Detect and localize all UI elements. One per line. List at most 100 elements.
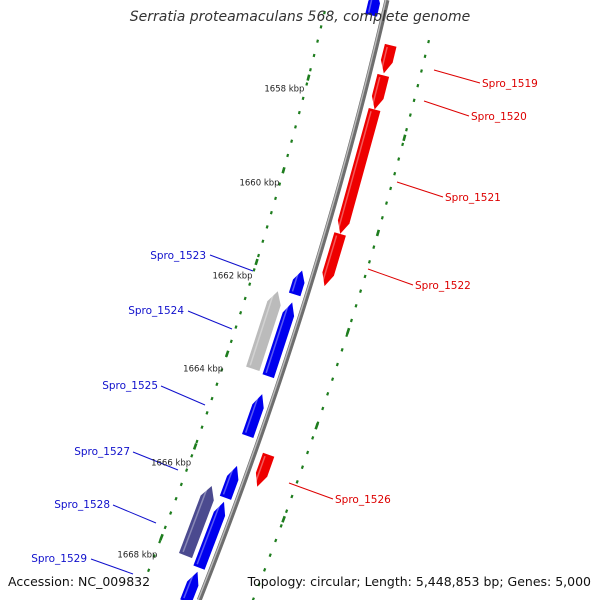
scale-tick <box>306 450 310 455</box>
scale-tick <box>252 268 256 272</box>
scale-tick <box>195 439 199 444</box>
scale-tick <box>385 201 388 205</box>
scale-tick <box>359 289 363 293</box>
scale-tick <box>416 83 420 88</box>
scale-label: 1664 kbp <box>183 365 223 375</box>
label-layer: 1658 kbp 1660 kbp 1662 kbp 1664 kbp 1666 kbp… <box>31 78 538 565</box>
scale-tick <box>354 303 358 308</box>
scale-tick <box>301 96 305 101</box>
leader-line <box>433 69 481 84</box>
leader-line <box>160 385 206 406</box>
gene-arrow-spro-1523-shine <box>291 271 300 292</box>
scale-tick <box>363 274 367 279</box>
gene-arrow-spro-1529-shine <box>183 572 195 599</box>
gene-arrow-spro-1526-shine <box>254 455 266 484</box>
scale-major-tick <box>314 422 319 430</box>
scale-tick <box>248 282 252 286</box>
scale-tick <box>367 259 371 264</box>
scale-tick <box>420 69 423 73</box>
scale-tick <box>297 110 301 115</box>
map-title: Serratia proteamaculans 568, complete ge… <box>129 9 471 25</box>
scale-tick <box>190 453 194 458</box>
gene-arrow-spro-1528-rna-shine <box>182 486 209 553</box>
gene-arrow-spro-1528-rna <box>179 486 214 559</box>
scale-tick <box>316 39 320 43</box>
gene-arrow-spro-1529-body <box>180 571 199 600</box>
gene-label: Spro_1526 <box>335 494 391 506</box>
scale-tick <box>312 53 316 58</box>
scale-tick <box>257 582 261 587</box>
scale-tick <box>243 296 247 301</box>
scale-major-tick <box>345 327 351 335</box>
scale-tick <box>215 382 219 387</box>
gene-label: Spro_1523 <box>150 250 206 262</box>
genome-summary-text: Topology: circular; Length: 5,448,853 bp… <box>247 574 591 589</box>
scale-tick <box>220 368 224 372</box>
scale-major-tick <box>159 533 164 541</box>
accession-text: Accession: NC_009832 <box>8 574 151 589</box>
scale-major-tick <box>254 258 259 266</box>
gene-arrow-spro-1528-rna-body <box>179 486 214 559</box>
backbone-layer <box>196 0 390 600</box>
gene-label: Spro_1527 <box>74 446 130 458</box>
scale-tick <box>147 568 151 573</box>
leader-line <box>112 504 157 524</box>
scale-major-tick <box>306 74 311 81</box>
scale-tick <box>185 468 189 472</box>
scale-tick <box>179 482 183 487</box>
gene-arrow-spro-1519-body <box>380 43 397 74</box>
scale-tick <box>405 127 408 132</box>
scale-tick <box>323 10 326 15</box>
gene-layer <box>179 0 397 600</box>
genome-backbone <box>196 0 390 600</box>
scale-tick <box>200 425 204 430</box>
gene-arrow-spro-1527-shine <box>222 467 235 495</box>
gene-arrow-spro-1522 <box>321 232 346 287</box>
genome-backbone-highlight <box>197 0 387 600</box>
gene-arrow-spro-1524-pseudo-shine <box>249 292 275 366</box>
gene-arrow-spro-1527 <box>219 465 239 500</box>
scale-tick <box>229 339 233 344</box>
scale-tick <box>423 54 427 59</box>
gene-label: Spro_1519 <box>482 78 538 90</box>
scale-tick <box>274 196 278 201</box>
gene-label: Spro_1520 <box>471 111 527 123</box>
gene-arrow-spro-1529 <box>180 571 199 600</box>
gene-arrow-spro-1528 <box>193 501 226 570</box>
gene-arrow-spro-1526-body <box>255 452 275 487</box>
gene-arrow-spro-1521 <box>337 108 381 234</box>
gene-arrow-shine <box>367 0 373 13</box>
scale-tick <box>345 333 349 338</box>
scale-tick <box>340 347 344 352</box>
leader-line <box>423 100 470 117</box>
gene-arrow-spro-1520 <box>371 73 390 110</box>
leader-line <box>132 451 179 471</box>
gene-arrow-body <box>365 0 380 17</box>
gene-arrow-spro-1519 <box>380 43 397 74</box>
gene-arrow-spro-1528-body <box>193 501 226 570</box>
scale-tick <box>158 539 162 544</box>
gene-label: Spro_1529 <box>31 553 87 565</box>
gene-arrow-spro-1522-shine <box>321 235 338 284</box>
scale-tick <box>401 142 405 147</box>
gene-arrow-spro-1525 <box>242 394 264 438</box>
scale-tick <box>321 406 325 411</box>
scale-tick <box>163 525 167 530</box>
scale-tick <box>397 157 401 161</box>
leader-line <box>209 254 254 272</box>
scale-tick <box>239 310 243 315</box>
scale-tick <box>261 239 265 244</box>
gene-label: Spro_1528 <box>54 499 110 511</box>
scale-tick <box>286 153 290 158</box>
scale-tick <box>331 377 335 382</box>
leader-line <box>396 181 444 198</box>
scale-label: 1658 kbp <box>264 85 304 95</box>
leader-line <box>288 482 334 500</box>
scale-tick <box>234 325 238 329</box>
gene-arrow-spro-1524-pseudo-body <box>246 291 281 371</box>
gene-arrow-spro-1521-body <box>337 108 381 234</box>
gene-arrow-spro-1528-shine <box>196 502 221 565</box>
scale-tick <box>284 509 289 514</box>
